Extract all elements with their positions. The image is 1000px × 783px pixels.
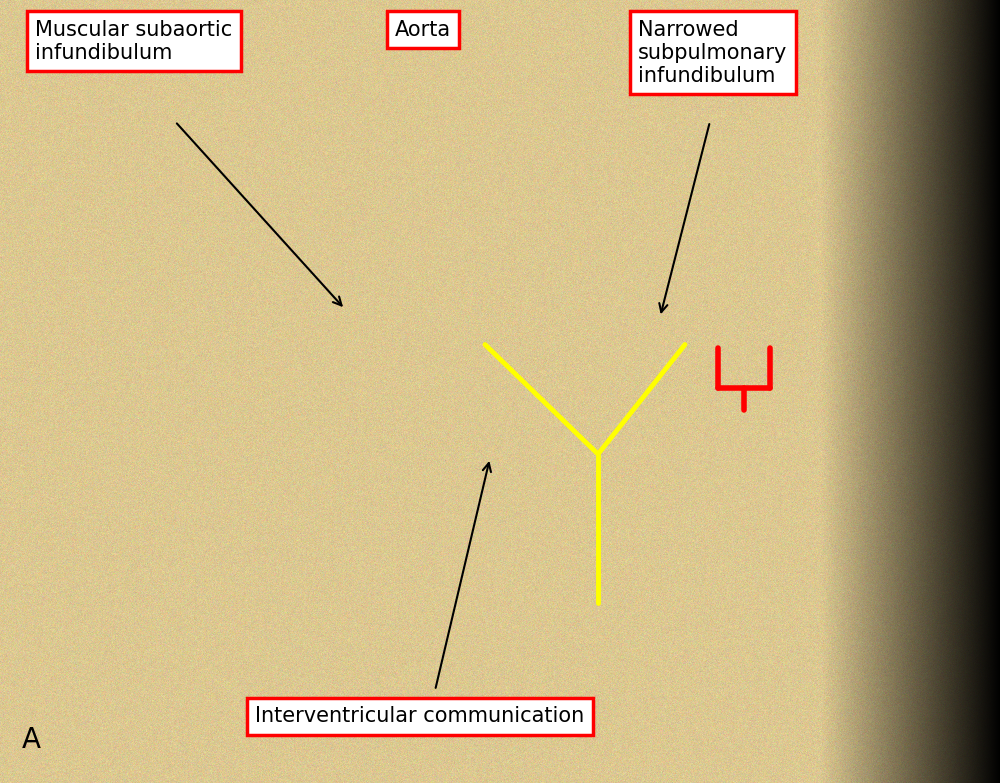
Text: Interventricular communication: Interventricular communication bbox=[255, 706, 584, 727]
Text: Muscular subaortic
infundibulum: Muscular subaortic infundibulum bbox=[35, 20, 232, 63]
Text: Narrowed
subpulmonary
infundibulum: Narrowed subpulmonary infundibulum bbox=[638, 20, 787, 86]
Text: A: A bbox=[22, 726, 41, 754]
Text: Aorta: Aorta bbox=[395, 20, 451, 40]
